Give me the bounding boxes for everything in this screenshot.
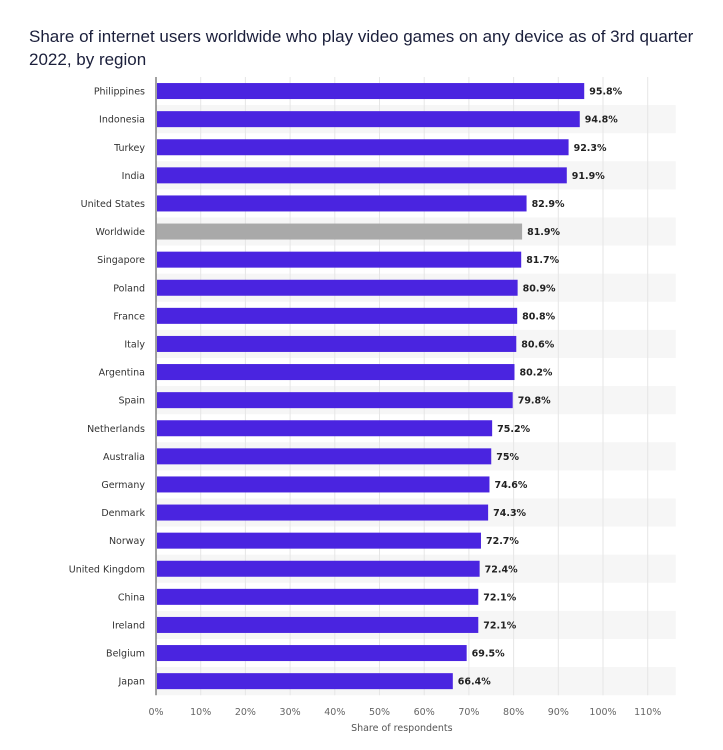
bar — [157, 167, 567, 184]
category-label: Turkey — [113, 143, 145, 154]
x-tick-label: 60% — [414, 707, 435, 718]
bar — [157, 504, 489, 521]
chart-title: Share of internet users worldwide who pl… — [29, 27, 694, 69]
category-label: China — [118, 592, 145, 603]
bar — [157, 448, 492, 465]
x-tick-label: 0% — [148, 707, 163, 718]
data-label: 75.2% — [497, 424, 530, 435]
bar — [157, 335, 517, 352]
data-label: 72.7% — [486, 536, 519, 547]
data-label: 81.9% — [527, 227, 560, 238]
data-label: 72.1% — [483, 620, 516, 631]
bar — [157, 645, 467, 662]
bar — [157, 364, 515, 381]
bar — [157, 195, 527, 212]
data-label: 72.4% — [485, 564, 518, 575]
data-label: 80.6% — [521, 339, 554, 350]
bar — [157, 560, 480, 577]
bar — [157, 392, 513, 409]
bar — [157, 476, 490, 493]
category-label: Denmark — [101, 508, 145, 519]
category-label: Worldwide — [95, 227, 145, 238]
category-label: Poland — [113, 283, 145, 294]
x-tick-label: 50% — [369, 707, 390, 718]
data-label: 91.9% — [572, 171, 605, 182]
data-label: 72.1% — [483, 592, 516, 603]
bar — [157, 279, 518, 296]
bar — [157, 307, 518, 324]
data-label: 74.6% — [494, 480, 527, 491]
bar — [157, 532, 481, 549]
data-label: 79.8% — [518, 396, 551, 407]
x-tick-label: 10% — [190, 707, 211, 718]
x-tick-label: 30% — [280, 707, 301, 718]
category-label: Argentina — [99, 368, 145, 379]
category-label: France — [113, 311, 145, 322]
data-label: 80.9% — [523, 283, 556, 294]
x-tick-label: 100% — [589, 707, 616, 718]
x-axis-title: Share of respondents — [351, 723, 453, 734]
data-label: 82.9% — [532, 199, 565, 210]
category-label: Indonesia — [99, 115, 145, 126]
x-tick-label: 40% — [324, 707, 345, 718]
x-tick-label: 90% — [548, 707, 569, 718]
category-label: Netherlands — [87, 424, 145, 435]
x-tick-label: 20% — [235, 707, 256, 718]
category-label: Philippines — [94, 87, 145, 98]
category-label: United States — [81, 199, 145, 210]
bar — [157, 420, 493, 437]
data-label: 80.8% — [522, 311, 555, 322]
category-label: Belgium — [106, 649, 145, 660]
data-label: 75% — [496, 452, 519, 463]
data-label: 69.5% — [472, 649, 505, 660]
bar — [157, 251, 522, 268]
data-label: 94.8% — [585, 115, 618, 126]
data-label: 95.8% — [589, 87, 622, 98]
x-tick-label: 110% — [634, 707, 661, 718]
category-label: Norway — [109, 536, 145, 547]
category-label: Singapore — [97, 255, 145, 266]
bar — [157, 588, 479, 605]
data-label: 92.3% — [574, 143, 607, 154]
bar — [157, 139, 569, 156]
category-label: Italy — [124, 339, 145, 350]
data-label: 80.2% — [519, 368, 552, 379]
category-label: Australia — [103, 452, 145, 463]
bar — [157, 223, 523, 240]
category-label: United Kingdom — [69, 564, 145, 575]
bar — [157, 673, 453, 690]
category-label: Ireland — [112, 620, 145, 631]
category-label: Japan — [118, 677, 146, 688]
data-label: 74.3% — [493, 508, 526, 519]
data-label: 66.4% — [458, 677, 491, 688]
bar — [157, 616, 479, 633]
x-tick-label: 70% — [458, 707, 479, 718]
bar — [157, 111, 580, 128]
data-label: 81.7% — [526, 255, 559, 266]
x-tick-label: 80% — [503, 707, 524, 718]
category-label: India — [122, 171, 145, 182]
category-label: Germany — [101, 480, 145, 491]
bar — [157, 83, 585, 100]
category-label: Spain — [118, 396, 145, 407]
